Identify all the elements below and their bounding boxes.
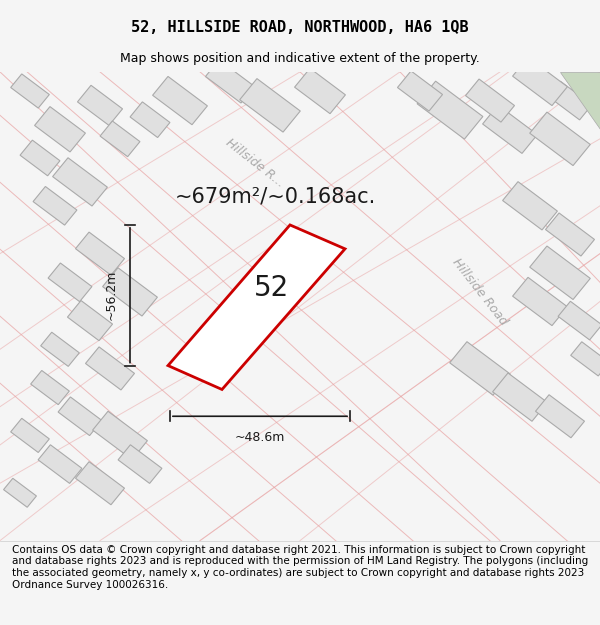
Text: ~56.2m: ~56.2m: [105, 270, 118, 321]
Polygon shape: [85, 347, 134, 390]
Polygon shape: [33, 186, 77, 225]
Polygon shape: [103, 268, 157, 316]
Polygon shape: [11, 74, 49, 108]
Polygon shape: [571, 342, 600, 376]
Polygon shape: [92, 411, 148, 459]
Polygon shape: [417, 81, 483, 139]
Polygon shape: [35, 107, 85, 152]
Polygon shape: [530, 246, 590, 299]
Polygon shape: [482, 105, 538, 153]
Polygon shape: [41, 332, 79, 366]
Text: ~48.6m: ~48.6m: [235, 431, 285, 444]
Polygon shape: [130, 102, 170, 138]
Text: 52, HILLSIDE ROAD, NORTHWOOD, HA6 1QB: 52, HILLSIDE ROAD, NORTHWOOD, HA6 1QB: [131, 20, 469, 35]
Polygon shape: [31, 371, 70, 404]
Polygon shape: [53, 158, 107, 206]
Polygon shape: [168, 225, 345, 389]
Polygon shape: [118, 445, 162, 483]
Polygon shape: [397, 71, 443, 111]
Polygon shape: [20, 140, 60, 176]
Polygon shape: [530, 112, 590, 166]
Text: 52: 52: [254, 274, 289, 302]
Polygon shape: [535, 395, 584, 438]
Polygon shape: [4, 478, 37, 508]
Polygon shape: [100, 121, 140, 157]
Polygon shape: [76, 232, 125, 275]
Polygon shape: [76, 462, 125, 505]
Polygon shape: [560, 72, 600, 129]
Polygon shape: [205, 60, 254, 103]
Polygon shape: [152, 76, 208, 125]
Polygon shape: [77, 85, 122, 126]
Polygon shape: [240, 79, 300, 132]
Polygon shape: [295, 68, 346, 114]
Text: Hillside Road: Hillside Road: [450, 256, 510, 328]
Polygon shape: [67, 301, 113, 341]
Polygon shape: [558, 301, 600, 340]
Polygon shape: [466, 79, 515, 122]
Text: Hillside R…: Hillside R…: [223, 136, 287, 189]
Polygon shape: [512, 278, 568, 326]
Polygon shape: [512, 58, 568, 106]
Polygon shape: [450, 342, 510, 395]
Polygon shape: [58, 397, 102, 436]
Polygon shape: [548, 81, 592, 120]
Text: Map shows position and indicative extent of the property.: Map shows position and indicative extent…: [120, 52, 480, 65]
Polygon shape: [503, 182, 557, 230]
Text: Contains OS data © Crown copyright and database right 2021. This information is : Contains OS data © Crown copyright and d…: [12, 545, 588, 589]
Polygon shape: [38, 445, 82, 483]
Polygon shape: [493, 373, 547, 421]
Polygon shape: [48, 263, 92, 302]
Text: ~679m²/~0.168ac.: ~679m²/~0.168ac.: [175, 186, 376, 206]
Polygon shape: [11, 418, 49, 452]
Polygon shape: [545, 213, 595, 256]
